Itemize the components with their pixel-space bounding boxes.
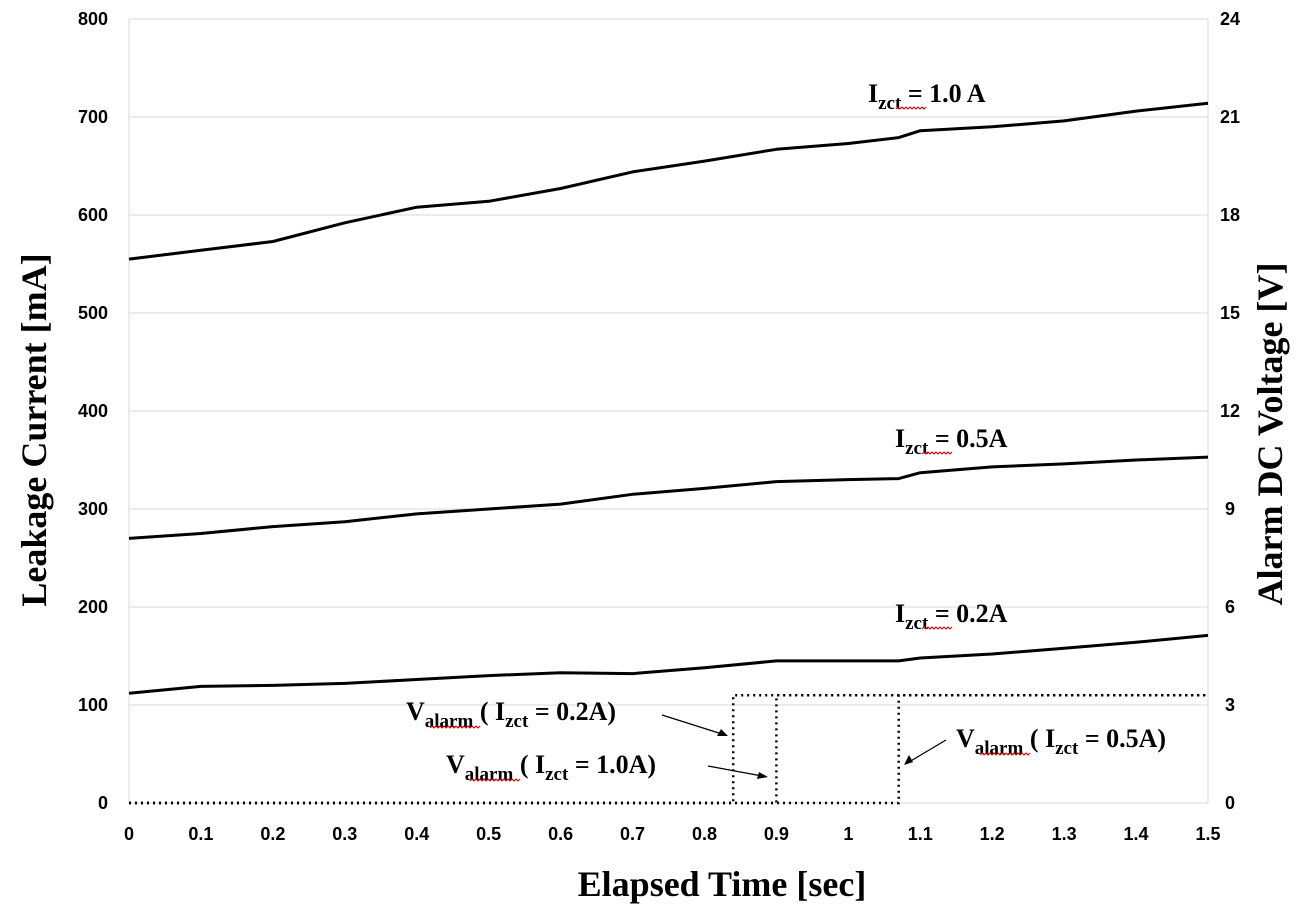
- x-tick-label: 0.6: [548, 824, 573, 844]
- annotation-arrows: [661, 714, 947, 779]
- x-tick-label: 1: [843, 824, 853, 844]
- y2-tick-label: 12: [1220, 401, 1240, 421]
- label-v05: Valarm ( Izct = 0.5A): [956, 724, 1166, 759]
- alarm-voltage-lines: [129, 693, 1208, 805]
- gridlines: [128, 18, 1209, 804]
- arrow-v05: [908, 739, 947, 763]
- y-tick-label: 100: [78, 695, 108, 715]
- y2-tick-label: 3: [1225, 695, 1235, 715]
- y-tick-label: 600: [78, 205, 108, 225]
- y-tick-label: 300: [78, 499, 108, 519]
- x-axis-title: Elapsed Time [sec]: [578, 864, 867, 904]
- x-tick-label: 0.5: [476, 824, 501, 844]
- x-tick-label: 0: [124, 824, 134, 844]
- label-v02: Valarm ( Izct = 0.2A): [406, 697, 616, 732]
- x-tick-label: 0.1: [188, 824, 213, 844]
- label-v10: Valarm ( Izct = 1.0A): [446, 750, 656, 785]
- current-line-i10: [128, 101, 1209, 261]
- x-tick-label: 0.3: [332, 824, 357, 844]
- y-tick-label: 0: [98, 793, 108, 813]
- y2-tick-label: 18: [1220, 205, 1240, 225]
- y2-tick-label: 21: [1220, 107, 1240, 127]
- x-tick-label: 0.9: [764, 824, 789, 844]
- x-tick-label: 1.3: [1052, 824, 1077, 844]
- leakage-current-lines: [128, 101, 1209, 695]
- label-i05: Izct = 0.5A: [895, 424, 1008, 459]
- spellcheck-squiggles: [429, 106, 1031, 782]
- arrow-v02: [661, 714, 723, 735]
- y2-axis-title: Alarm DC Voltage [V]: [1250, 263, 1290, 606]
- y2-tick-label: 24: [1220, 9, 1240, 29]
- current-line-i05: [128, 455, 1209, 540]
- alarm-line-v05: [129, 693, 1208, 805]
- y-tick-label: 700: [78, 107, 108, 127]
- label-i10: Izct = 1.0 A: [868, 79, 986, 114]
- arrowhead-v05: [904, 755, 913, 765]
- x-tick-label: 1.2: [980, 824, 1005, 844]
- arrowhead-v02: [717, 729, 728, 736]
- y-axis-title: Leakage Current [mA]: [14, 253, 54, 606]
- x-tick-label: 0.7: [620, 824, 645, 844]
- arrow-v10: [707, 765, 763, 777]
- current-line-i02: [128, 633, 1209, 695]
- x-tick-label: 0.2: [260, 824, 285, 844]
- x-tick-label: 1.5: [1195, 824, 1220, 844]
- y-tick-label: 800: [78, 9, 108, 29]
- y2-tick-label: 6: [1225, 597, 1235, 617]
- y-tick-label: 200: [78, 597, 108, 617]
- x-tick-label: 1.4: [1124, 824, 1149, 844]
- tick-labels: 0 100 200 300 400 500 600 700 800 0 3 6 9 12 15 18 21 24 0…: [78, 9, 1240, 844]
- y-tick-label: 500: [78, 303, 108, 323]
- y2-tick-label: 9: [1225, 499, 1235, 519]
- y-tick-label: 400: [78, 401, 108, 421]
- x-tick-label: 1.1: [908, 824, 933, 844]
- x-tick-label: 0.8: [692, 824, 717, 844]
- y2-tick-label: 0: [1225, 793, 1235, 813]
- y2-tick-label: 15: [1220, 303, 1240, 323]
- label-i02: Izct = 0.2A: [895, 599, 1008, 634]
- x-tick-label: 0.4: [404, 824, 429, 844]
- arrowhead-v10: [757, 772, 768, 779]
